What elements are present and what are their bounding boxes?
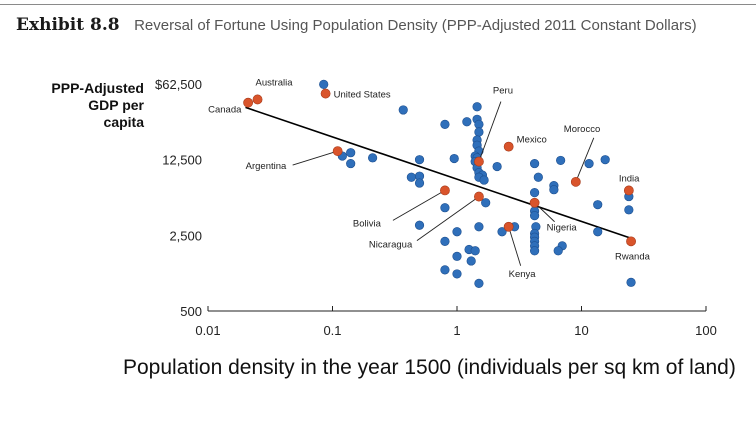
data-point	[584, 158, 594, 169]
data-point	[497, 227, 507, 237]
data-point	[533, 172, 543, 182]
data-point	[529, 246, 540, 256]
annotation-leader-line	[508, 226, 522, 266]
data-point	[479, 175, 489, 185]
annotation-leader-line	[292, 150, 338, 166]
data-point	[452, 251, 462, 261]
data-point	[600, 155, 610, 165]
data-point	[593, 200, 603, 210]
highlighted-data-point	[440, 185, 450, 196]
data-point	[481, 198, 491, 208]
trend-line	[245, 106, 632, 239]
x-tick-label: 10	[574, 323, 588, 338]
data-point	[346, 148, 356, 158]
highlighted-data-point	[243, 97, 254, 108]
data-point	[474, 119, 484, 129]
highlighted-data-point	[623, 185, 634, 196]
country-label: Nigeria	[547, 223, 578, 234]
data-point	[470, 246, 480, 256]
x-tick-label: 0.01	[195, 323, 220, 338]
annotation-leader-line	[416, 196, 480, 241]
country-label: Argentina	[246, 161, 287, 172]
country-label: Morocco	[564, 124, 600, 135]
y-axis-title-line: GDP per	[88, 97, 144, 113]
data-point	[368, 153, 378, 163]
x-tick-label: 1	[453, 323, 460, 338]
data-point	[626, 277, 636, 287]
data-point	[414, 178, 425, 188]
country-label: Bolivia	[353, 218, 382, 229]
top-rule	[0, 4, 756, 5]
data-point	[624, 205, 634, 215]
highlighted-data-point	[474, 156, 484, 167]
highlighted-data-point	[529, 197, 540, 208]
data-point	[449, 153, 459, 164]
data-point	[593, 227, 603, 237]
country-label: Australia	[256, 77, 294, 88]
y-axis-title-line: capita	[103, 114, 144, 130]
data-point	[474, 222, 484, 232]
data-point	[440, 265, 450, 275]
data-point	[452, 227, 462, 237]
x-tick-label: 100	[695, 323, 717, 338]
highlighted-data-point	[503, 141, 514, 152]
x-axis-title: Population density in the year 1500 (ind…	[123, 356, 736, 379]
annotation-leader-line	[478, 101, 502, 162]
data-point	[472, 102, 482, 112]
y-tick-label: $62,500	[155, 77, 202, 92]
data-point	[462, 117, 472, 127]
data-point	[414, 155, 425, 165]
y-tick-label: 2,500	[169, 228, 202, 243]
data-point	[452, 269, 462, 279]
exhibit-title: Reversal of Fortune Using Population Den…	[134, 17, 697, 34]
x-tick-label: 0.1	[323, 323, 341, 338]
data-point	[466, 256, 476, 266]
country-label: Peru	[493, 86, 513, 97]
data-point	[440, 119, 450, 129]
data-point	[406, 172, 416, 182]
data-point	[346, 158, 356, 169]
y-axis-title: PPP-Adjusted GDP per capita	[51, 80, 144, 131]
country-label: India	[619, 173, 640, 184]
exhibit-number: Exhibit 8.8	[16, 15, 120, 35]
highlighted-data-point	[252, 94, 263, 105]
y-tick-label: 12,500	[162, 153, 202, 168]
y-tick-label: 500	[180, 304, 202, 319]
country-label: Canada	[208, 105, 242, 116]
highlighted-data-point	[474, 191, 484, 202]
annotation-leader-line	[392, 190, 446, 221]
highlighted-data-point	[503, 221, 514, 232]
data-point	[556, 155, 566, 166]
data-point	[398, 105, 408, 115]
data-point	[553, 246, 563, 256]
highlighted-data-point	[332, 146, 343, 156]
highlighted-data-point	[570, 176, 581, 187]
country-label: United States	[334, 90, 391, 101]
country-label: Kenya	[509, 269, 537, 280]
data-point	[492, 161, 502, 172]
data-point	[549, 185, 559, 195]
data-point	[474, 127, 484, 137]
data-point	[440, 203, 450, 213]
country-label: Mexico	[517, 135, 547, 146]
data-point	[440, 236, 450, 246]
country-label: Nicaragua	[369, 240, 413, 251]
annotation-leader-line	[575, 137, 595, 183]
y-axis-title-line: PPP-Adjusted	[51, 80, 144, 96]
highlighted-data-point	[320, 88, 331, 99]
country-label: Rwanda	[615, 251, 651, 262]
data-point	[474, 278, 484, 288]
data-point	[529, 211, 540, 221]
data-point	[529, 188, 540, 198]
highlighted-data-point	[626, 236, 636, 247]
data-point	[529, 158, 540, 169]
data-point	[414, 220, 425, 230]
exhibit-header: Exhibit 8.8 Reversal of Fortune Using Po…	[16, 15, 697, 35]
data-point	[319, 79, 329, 89]
